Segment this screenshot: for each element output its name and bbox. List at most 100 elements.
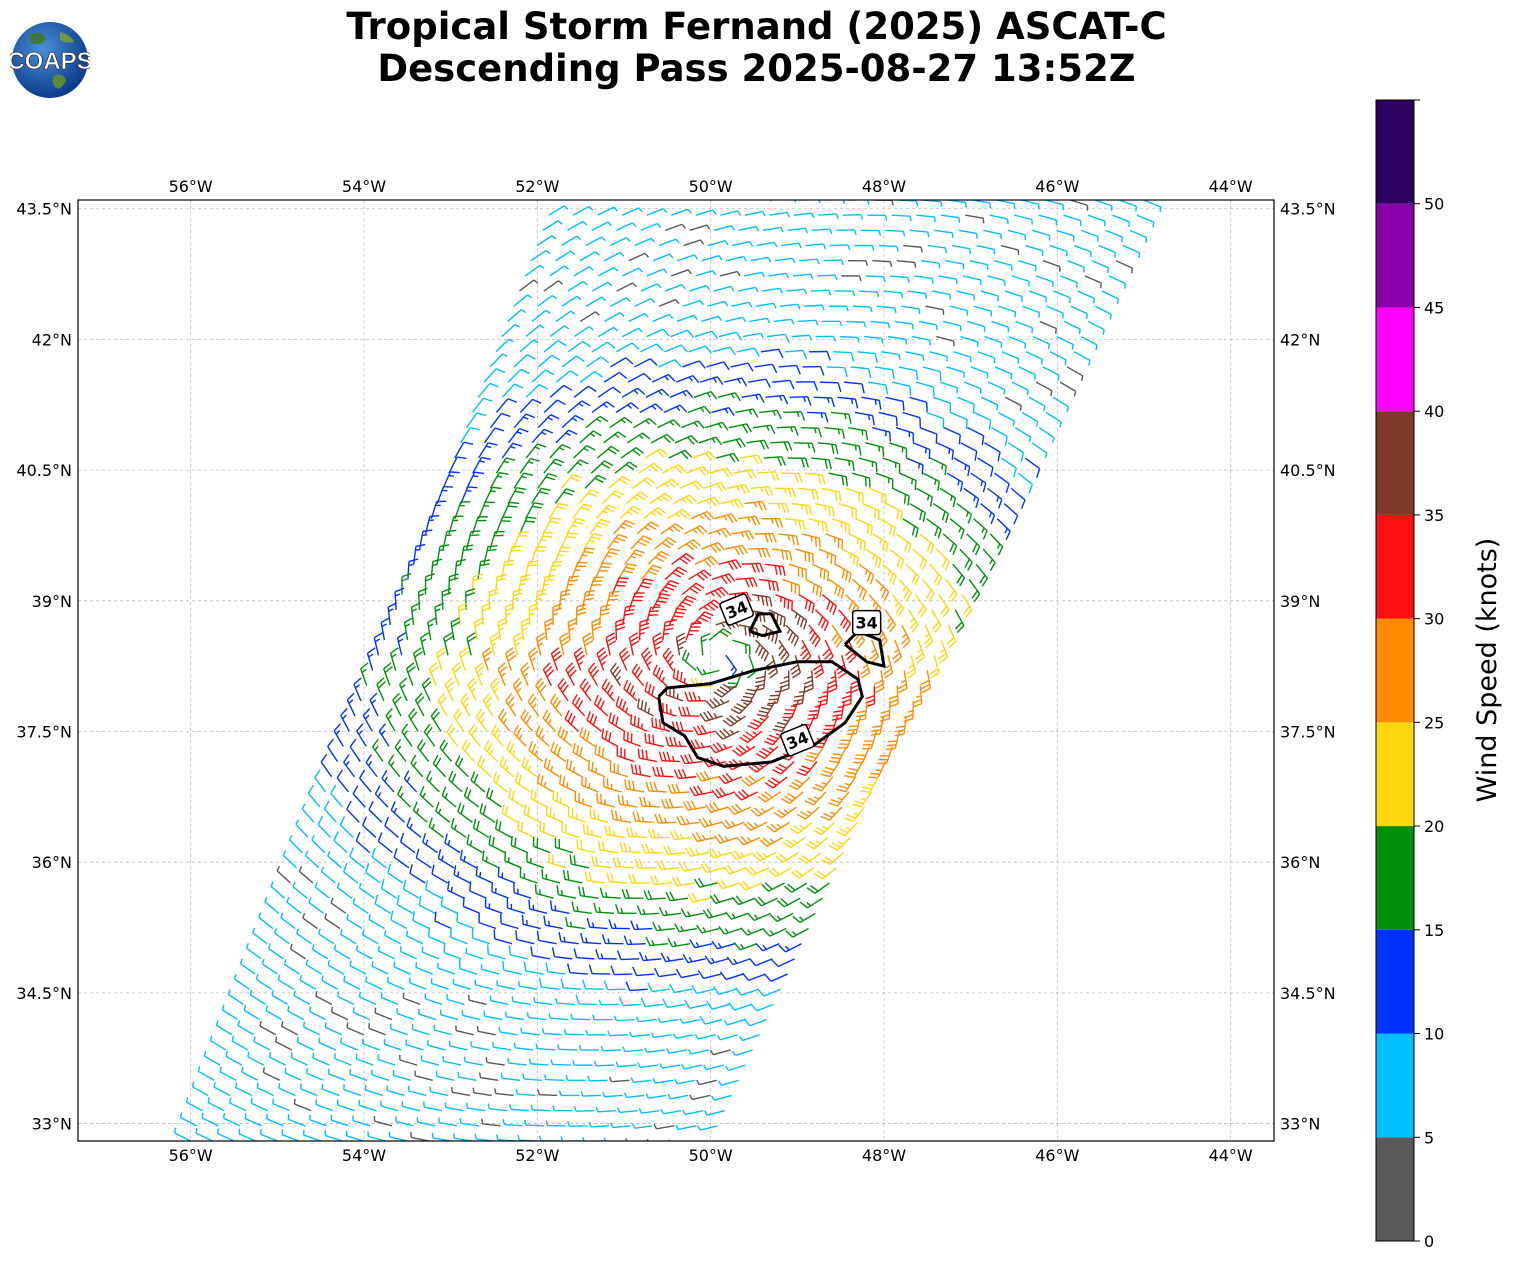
wind-barb [890, 275, 910, 283]
wind-barb [694, 330, 719, 340]
wind-barb [495, 338, 514, 353]
wind-barb [337, 991, 355, 1006]
wind-barb [430, 558, 443, 580]
wind-barb [349, 960, 367, 975]
wind-barb [533, 996, 553, 1006]
wind-barb [724, 1064, 746, 1072]
wind-barb [330, 1114, 349, 1127]
wind-barb [640, 222, 662, 232]
wind-barb [650, 1032, 672, 1039]
wind-barb [514, 772, 531, 793]
wind-barb [481, 850, 500, 869]
wind-barb [718, 559, 742, 571]
wind-barb [615, 618, 626, 641]
wind-barb [543, 339, 567, 353]
wind-barb [552, 603, 563, 625]
wind-barb [302, 1129, 321, 1141]
wind-barb [215, 1020, 233, 1036]
wind-barb [850, 366, 872, 379]
wind-barb [470, 1041, 490, 1051]
wind-barb [377, 832, 393, 854]
wind-barb [967, 427, 985, 446]
wind-barb [616, 342, 640, 353]
wind-barb [255, 974, 272, 990]
wind-barb [887, 335, 908, 345]
wind-barb [891, 594, 905, 618]
wind-barb [634, 237, 656, 247]
wind-barb [477, 559, 491, 580]
wind-barb [560, 978, 582, 990]
wind-barb [358, 991, 377, 1006]
wind-barb [1011, 275, 1030, 287]
wind-barb [608, 712, 625, 732]
wind-barb [807, 700, 822, 720]
wind-barb [764, 973, 788, 982]
wind-barb [784, 518, 806, 531]
wind-barb [699, 376, 724, 385]
wind-barb [984, 335, 1003, 348]
wind-barb [653, 967, 677, 978]
wind-barb [535, 677, 547, 702]
wind-barb [997, 305, 1016, 318]
wind-barb [755, 639, 770, 662]
wind-barb [925, 305, 945, 315]
wind-barb [824, 426, 846, 439]
wind-barb [958, 229, 978, 239]
wind-barb [435, 1071, 455, 1081]
wind-barb [467, 677, 477, 702]
wind-barb [738, 225, 760, 232]
wind-barb [938, 639, 949, 664]
wind-barb [419, 785, 434, 808]
wind-barb [578, 886, 599, 899]
wind-barb [442, 471, 460, 489]
wind-barb [657, 1017, 679, 1024]
wind-barb [453, 708, 465, 732]
wind-barb [203, 1050, 221, 1066]
wind-barb [726, 956, 751, 966]
wind-barb [755, 943, 780, 952]
wind-barb [756, 241, 778, 248]
wind-barb [366, 647, 376, 671]
wind-barb [868, 487, 887, 505]
wind-barb [543, 915, 564, 930]
wind-barb [327, 850, 342, 869]
wind-barb [919, 533, 935, 555]
wind-barb [807, 411, 829, 423]
wind-barb [983, 229, 1002, 240]
lat-tick-left: 42°N [32, 330, 72, 349]
wind-barb [865, 548, 882, 569]
wind-barb [272, 1098, 290, 1112]
wind-barb [696, 1079, 717, 1086]
wind-barb [677, 254, 699, 262]
wind-barb [939, 487, 957, 508]
wind-barb [628, 312, 649, 323]
wind-barb [748, 378, 771, 388]
wind-barb [528, 1058, 549, 1066]
wind-barb [523, 961, 544, 975]
wind-barb [564, 916, 586, 930]
wind-barb [588, 576, 604, 595]
wind-barb [521, 914, 541, 930]
wind-barb [336, 769, 349, 793]
wind-barb [364, 1084, 383, 1097]
wind-barb [754, 670, 767, 692]
wind-barb [496, 980, 516, 990]
wind-barb [820, 761, 841, 778]
wind-barb [969, 260, 989, 270]
wind-barb [810, 289, 832, 296]
wind-barb [652, 1078, 674, 1084]
wind-barb [549, 900, 570, 915]
wind-barb [636, 905, 659, 916]
wind-barb [509, 1104, 529, 1112]
wind-barb [959, 548, 973, 571]
wind-barb [676, 815, 700, 826]
wind-barb [689, 1094, 710, 1101]
wind-barb [755, 302, 777, 309]
wind-barb [831, 700, 845, 721]
wind-barb [443, 943, 462, 960]
wind-barb [494, 1088, 514, 1097]
wind-barb [435, 801, 451, 823]
wind-barb [173, 1127, 191, 1141]
wind-barb [739, 730, 763, 744]
